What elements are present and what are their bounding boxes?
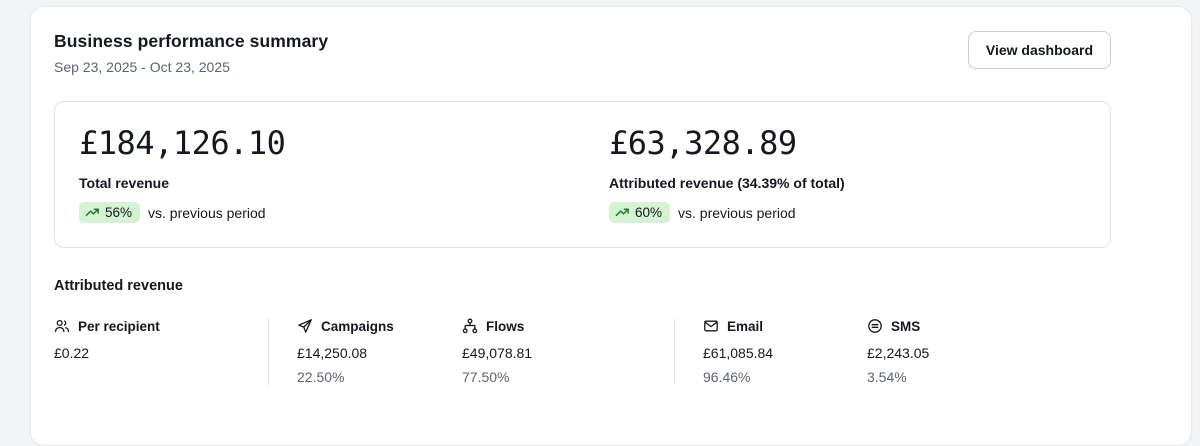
revenue-summary-card: £184,126.10 Total revenue 56% vs. previo… xyxy=(54,101,1111,248)
stat-label: Email xyxy=(727,318,764,334)
stat-label: Flows xyxy=(486,318,525,334)
sms-icon xyxy=(867,318,883,334)
stat-percent: 22.50% xyxy=(297,369,345,385)
date-range: Sep 23, 2025 - Oct 23, 2025 xyxy=(54,59,230,75)
stat-label: Campaigns xyxy=(321,318,394,334)
stat-value: £14,250.08 xyxy=(297,345,368,361)
view-dashboard-button[interactable]: View dashboard xyxy=(967,31,1111,69)
stat-value: £49,078.81 xyxy=(462,345,533,361)
trending-up-icon xyxy=(85,205,100,220)
stat-email: Email £61,085.84 96.46% xyxy=(675,318,867,386)
attributed-revenue-metric: £63,328.89 Attributed revenue (34.39% of… xyxy=(609,124,845,223)
card-header: Business performance summary Sep 23, 202… xyxy=(54,31,1111,75)
stat-label: SMS xyxy=(891,318,921,334)
change-value: 60% xyxy=(635,205,663,220)
stat-percent: 96.46% xyxy=(703,369,751,385)
stat-per-recipient: Per recipient £0.22 xyxy=(54,318,268,385)
vertical-divider xyxy=(268,318,269,385)
send-icon xyxy=(297,318,313,334)
business-performance-card: Business performance summary Sep 23, 202… xyxy=(30,6,1192,446)
change-suffix: vs. previous period xyxy=(148,204,266,221)
stat-value: £2,243.05 xyxy=(867,345,930,361)
stat-value: £61,085.84 xyxy=(703,345,774,361)
stat-percent: 3.54% xyxy=(867,369,907,385)
stat-flows: Flows £49,078.81 77.50% xyxy=(462,318,674,386)
page-title: Business performance summary xyxy=(54,31,329,51)
flows-icon xyxy=(462,318,478,334)
email-icon xyxy=(703,318,719,334)
trending-up-icon xyxy=(615,205,630,220)
total-revenue-value: £184,126.10 xyxy=(79,124,286,162)
header-text: Business performance summary Sep 23, 202… xyxy=(54,31,328,75)
people-icon xyxy=(54,318,70,334)
attributed-revenue-label: Attributed revenue (34.39% of total) xyxy=(609,175,845,191)
change-value: 56% xyxy=(105,205,133,220)
total-revenue-change-row: 56% vs. previous period xyxy=(79,202,609,223)
change-suffix: vs. previous period xyxy=(678,204,796,221)
total-revenue-metric: £184,126.10 Total revenue 56% vs. previo… xyxy=(79,124,609,223)
stat-sms: SMS £2,243.05 3.54% xyxy=(867,318,1111,386)
attributed-revenue-value: £63,328.89 xyxy=(609,124,797,162)
attributed-revenue-change-row: 60% vs. previous period xyxy=(609,202,845,223)
stat-label: Per recipient xyxy=(78,318,160,334)
stat-campaigns: Campaigns £14,250.08 22.50% xyxy=(269,318,462,386)
attributed-revenue-section-title: Attributed revenue xyxy=(54,278,183,294)
stat-percent: 77.50% xyxy=(462,369,510,385)
total-revenue-label: Total revenue xyxy=(79,175,169,191)
attributed-revenue-stats-row: Per recipient £0.22 Campaigns £14,250 xyxy=(54,318,1111,385)
stat-value: £0.22 xyxy=(54,345,90,361)
change-pill: 56% xyxy=(79,202,141,223)
vertical-divider xyxy=(674,318,675,385)
change-pill: 60% xyxy=(609,202,671,223)
